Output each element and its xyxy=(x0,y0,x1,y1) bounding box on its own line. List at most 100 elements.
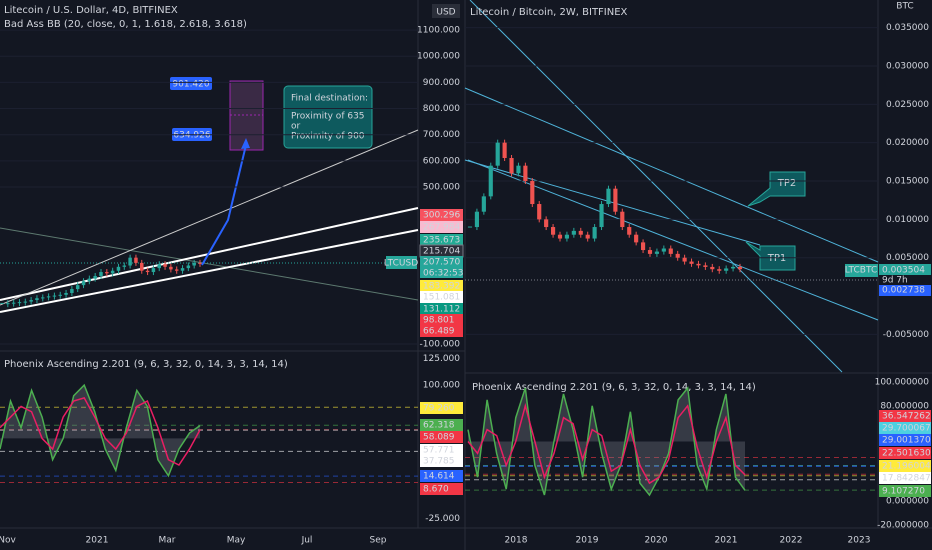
price-tag-label: 131.112 xyxy=(423,305,460,315)
trend-line xyxy=(467,159,879,321)
price-tag-label: 300.296 xyxy=(423,211,460,221)
osc-line xyxy=(467,386,746,497)
y-tick-label: 80.000000 xyxy=(880,401,929,411)
target-high-tag xyxy=(170,77,212,90)
axis-unit: BTC xyxy=(896,2,913,12)
price-tag xyxy=(420,325,463,337)
candle xyxy=(46,296,51,298)
candle xyxy=(145,270,150,273)
osc-tag-label: 57.771 xyxy=(423,446,455,456)
candle xyxy=(620,211,625,228)
price-tag xyxy=(420,234,463,246)
candle xyxy=(696,263,701,266)
candle xyxy=(689,261,694,264)
osc-tag-label: 9.107270 xyxy=(882,487,925,497)
price-tag-label: 0.003504 xyxy=(882,266,925,276)
candle xyxy=(6,303,10,305)
candle xyxy=(41,297,45,299)
candle xyxy=(717,269,722,271)
candle xyxy=(737,266,743,270)
candle xyxy=(731,266,736,269)
indicator-title: Bad Ass BB (20, close, 0, 1, 1.618, 2.61… xyxy=(4,19,247,30)
trend-line xyxy=(469,0,843,373)
price-tag-label: 267.984 xyxy=(423,223,460,233)
trend-line xyxy=(0,229,419,313)
price-tag xyxy=(879,284,931,296)
candle xyxy=(523,165,528,182)
candle xyxy=(481,196,486,212)
oscillator-title: Phoenix Ascending 2.201 (9, 6, 3, 32, 0,… xyxy=(472,382,756,393)
candle xyxy=(17,302,22,304)
osc-tag xyxy=(879,422,931,434)
osc-tag-label: 62.318 xyxy=(423,421,455,431)
y-tick-label: 0.025000 xyxy=(886,100,929,110)
candle xyxy=(516,165,521,174)
chart-title: Litecoin / Bitcoin, 2W, BITFINEX xyxy=(470,7,628,18)
candle xyxy=(151,268,156,273)
candle xyxy=(163,264,167,267)
countdown-box xyxy=(879,275,931,285)
osc-tag-label: 29.700067 xyxy=(882,424,931,434)
candle xyxy=(474,211,479,228)
osc-tag xyxy=(420,470,463,482)
note: Proximity of 635 xyxy=(291,112,365,122)
price-tag xyxy=(420,209,463,221)
candle xyxy=(613,188,618,212)
candle xyxy=(661,248,666,252)
candle xyxy=(599,204,604,228)
osc-tag-label: 22.501630 xyxy=(882,449,931,459)
y-tick-label: 125.000 xyxy=(423,354,460,364)
price-tag xyxy=(420,314,463,326)
x-tick-label: Nov xyxy=(0,536,16,546)
candle xyxy=(703,265,708,267)
y-tick-label: 100.000000 xyxy=(875,378,930,388)
axis-unit: USD xyxy=(436,8,455,18)
candle xyxy=(654,251,659,254)
price-tag-label: 98.801 xyxy=(423,316,455,326)
osc-tag-label: 79.260 xyxy=(423,404,455,414)
candle xyxy=(11,302,16,304)
y-tick-label: -20.000000 xyxy=(877,520,929,530)
candle xyxy=(606,188,611,205)
candle xyxy=(140,262,144,271)
y-tick-label: 800.000 xyxy=(423,104,460,114)
symbol-tag: LTCUSD xyxy=(384,259,418,269)
candle xyxy=(64,292,68,295)
candle xyxy=(75,285,80,290)
osc-line xyxy=(0,383,201,478)
countdown: 06:32:53 xyxy=(423,269,463,279)
x-tick-label: 2021 xyxy=(715,536,738,546)
y-tick-label: 700.000 xyxy=(423,130,460,140)
price-tag xyxy=(879,264,931,276)
candle xyxy=(724,268,729,271)
candle xyxy=(495,142,500,166)
candle xyxy=(557,234,563,239)
price-tag xyxy=(420,280,463,292)
trend-line xyxy=(464,87,879,263)
unit-box xyxy=(432,4,460,18)
candle xyxy=(35,298,39,301)
candle xyxy=(29,300,33,302)
candle xyxy=(198,262,202,264)
candle xyxy=(578,230,583,235)
osc-tag-label: 14.614 xyxy=(423,472,455,482)
candle xyxy=(641,242,646,251)
candle xyxy=(122,265,127,267)
candle xyxy=(537,204,542,220)
target-high: 901.420 xyxy=(172,80,209,90)
x-tick-label: 2022 xyxy=(780,536,803,546)
candle xyxy=(180,268,185,271)
candle xyxy=(105,272,109,274)
candle xyxy=(488,165,493,197)
y-tick-label: 600.000 xyxy=(423,156,460,166)
osc-tag xyxy=(879,460,931,472)
tp2-callout xyxy=(747,171,806,207)
countdown-box xyxy=(420,268,463,278)
candle xyxy=(675,253,680,258)
symbol-tag-box xyxy=(845,264,878,277)
x-tick-label: Mar xyxy=(159,536,176,546)
osc-line xyxy=(0,396,201,467)
target-low: 634.926 xyxy=(173,131,210,141)
osc-tag xyxy=(420,402,463,414)
